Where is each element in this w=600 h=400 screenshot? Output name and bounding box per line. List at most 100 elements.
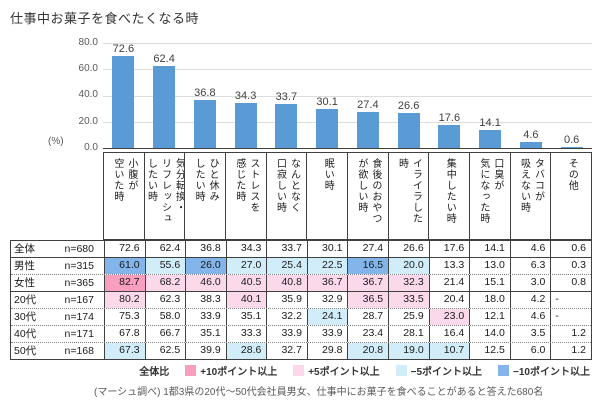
bar-column: 27.4 <box>348 43 389 148</box>
bar-column: 26.6 <box>388 43 429 148</box>
table-cell: 33.9 <box>266 326 307 342</box>
table-cell: 29.8 <box>306 343 348 359</box>
gridline <box>103 43 592 44</box>
category-header: ストレスを 感じた時 <box>225 153 266 239</box>
bar <box>397 113 420 148</box>
bar <box>275 103 298 148</box>
table-cell: 18.0 <box>469 292 510 308</box>
table-cell: 30.1 <box>306 241 348 257</box>
bar-column: 17.6 <box>429 43 470 148</box>
legend-swatch-plus5-icon <box>293 365 305 376</box>
table-row: 30代 n=174 75.3 58.0 33.9 35.1 32.2 24.1 28.7 25.… <box>11 308 591 325</box>
table-cell: 68.2 <box>144 275 186 291</box>
table-cell: 46.0 <box>185 275 226 291</box>
y-axis-tick: 80.0 <box>78 37 98 48</box>
row-label: 男性 n=315 <box>14 259 94 272</box>
table-cell: 20.4 <box>428 292 470 308</box>
category-header: タバコが 吸えない時 <box>509 153 551 239</box>
table-cell: 15.1 <box>469 275 510 291</box>
table-cell: 14.0 <box>469 326 510 342</box>
table-cell: 35.1 <box>185 326 226 342</box>
data-table: 全体 n=680 72.6 62.4 36.8 34.3 33.7 30.1 27.4 26.6… <box>10 240 592 360</box>
table-cell: 33.3 <box>225 326 267 342</box>
table-cell: 35.9 <box>266 292 307 308</box>
bar-value-label: 17.6 <box>438 111 461 124</box>
table-cell: 23.0 <box>428 309 470 325</box>
bar-column: 62.4 <box>144 43 185 148</box>
y-axis-tick: 60.0 <box>78 63 98 74</box>
table-row: 50代 n=168 67.3 62.5 39.9 28.6 32.7 29.8 20.8 19.… <box>11 342 591 359</box>
table-cell: 13.3 <box>428 258 470 274</box>
bar-value-label: 36.8 <box>194 86 216 99</box>
table-cell: 32.9 <box>306 292 348 308</box>
category-header: その他 <box>550 153 591 239</box>
table-cell: 40.1 <box>225 292 267 308</box>
table-cell: 0.6 <box>550 241 591 257</box>
bar <box>560 147 583 148</box>
legend-title: 全体比 <box>139 367 170 378</box>
category-header: 小腹が 空いた時 <box>111 158 137 202</box>
table-cell: 80.2 <box>104 292 145 308</box>
row-n-count: n=365 <box>64 276 95 289</box>
legend-item-plus10: +10ポイント以上 <box>185 363 277 378</box>
table-cell: 16.4 <box>428 326 470 342</box>
legend-swatch-plus10-icon <box>185 365 197 376</box>
bar <box>356 112 379 148</box>
row-n-count: n=680 <box>64 242 95 255</box>
row-label: 50代 n=168 <box>14 344 94 357</box>
category-header: 気分転換・ リフレッシュ したい時 <box>143 153 184 239</box>
table-cell: 39.9 <box>185 343 226 359</box>
table-row: 全体 n=680 72.6 62.4 36.8 34.3 33.7 30.1 27.4 26.6… <box>11 241 591 257</box>
bar <box>153 66 176 148</box>
bar-value-label: 72.6 <box>112 43 135 55</box>
y-axis-tick: 0.0 <box>84 142 98 153</box>
table-cell: 36.7 <box>306 275 348 291</box>
table-cell: 33.7 <box>266 241 307 257</box>
y-axis-tick: 20.0 <box>78 116 98 127</box>
category-header: なんとなく 口寂しい時 <box>265 153 307 239</box>
bar-value-label: 0.6 <box>563 134 580 146</box>
table-row: 40代 n=171 67.8 66.7 35.1 33.3 33.9 33.9 23.4 28.… <box>11 325 591 342</box>
table-cell: - <box>550 292 591 308</box>
gridline <box>103 69 592 71</box>
table-cell: 28.7 <box>347 309 388 325</box>
table-cell: 10.7 <box>428 343 470 359</box>
bar-column: 36.8 <box>185 43 226 148</box>
row-label: 女性 n=365 <box>14 276 95 289</box>
table-cell: 40.8 <box>266 275 307 291</box>
table-cell: 67.3 <box>104 343 145 359</box>
table-cell: 34.3 <box>225 241 267 257</box>
table-cell: 32.2 <box>266 309 307 325</box>
table-cell: 26.0 <box>185 258 226 274</box>
table-cell: 40.5 <box>225 275 267 291</box>
table-cell: 20.0 <box>388 258 429 274</box>
table-cell: 66.7 <box>144 326 186 342</box>
table-cell: 62.3 <box>144 292 186 308</box>
table-cell: 62.5 <box>144 343 186 359</box>
bar-chart-plot: 72.6 62.4 36.8 34.3 33.7 30.1 27.4 26.6 … <box>103 43 592 149</box>
table-row: 20代 n=167 80.2 62.3 38.3 40.1 35.9 32.9 36.5 33.… <box>11 291 591 308</box>
legend-swatch-minus5-icon <box>395 365 407 376</box>
table-cell: 36.8 <box>185 241 226 257</box>
table-cell: 28.6 <box>225 343 267 359</box>
table-cell: 58.0 <box>144 309 186 325</box>
bar <box>193 99 216 148</box>
table-cell: 4.6 <box>509 241 551 257</box>
table-cell: 20.8 <box>347 343 389 359</box>
table-cell: 24.1 <box>306 309 348 325</box>
table-cell: 82.7 <box>104 275 145 291</box>
table-cell: 36.7 <box>347 275 389 291</box>
table-cell: 0.8 <box>550 275 591 291</box>
bar-value-label: 27.4 <box>357 99 379 112</box>
table-cell: 6.3 <box>509 258 551 274</box>
category-header: 口臭が 気になった時 <box>469 153 510 239</box>
legend-item-minus10: −10ポイント以上 <box>498 363 590 378</box>
bar-value-label: 34.3 <box>234 89 257 102</box>
table-cell: 33.9 <box>306 326 348 342</box>
gridline <box>103 95 592 97</box>
legend-item-plus5: +5ポイント以上 <box>293 363 380 378</box>
table-cell: 27.4 <box>347 241 388 257</box>
bar-column: 14.1 <box>470 43 511 148</box>
table-cell: 33.9 <box>185 309 226 325</box>
